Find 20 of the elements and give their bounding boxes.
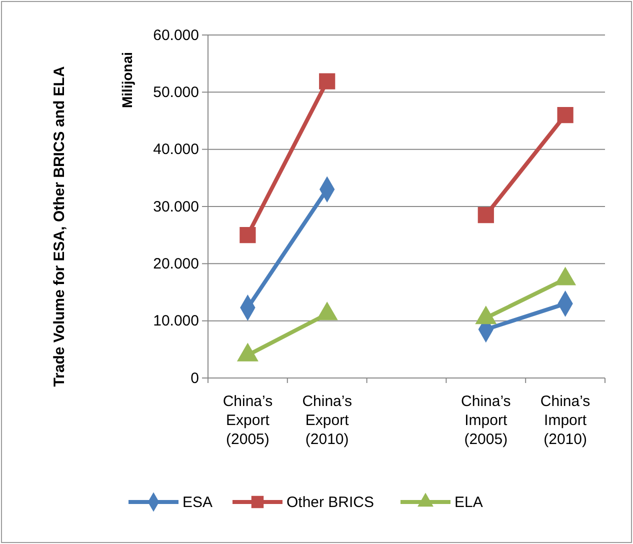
y-tick-label: 30.000 bbox=[153, 198, 199, 216]
y-tick-label: 40.000 bbox=[153, 141, 199, 158]
point bbox=[240, 227, 256, 244]
point bbox=[478, 207, 494, 224]
legend-label: ELA bbox=[454, 494, 483, 511]
x-tick-label: China’s Export (2010) bbox=[302, 393, 352, 448]
legend-label: Other BRICS bbox=[286, 494, 374, 511]
y-tick-label: 50.000 bbox=[153, 84, 199, 101]
legend-label: ESA bbox=[182, 494, 213, 511]
x-tick-label: China’s Import (2005) bbox=[461, 393, 511, 448]
x-tick-label: China’s Import (2010) bbox=[540, 393, 590, 448]
y-tick-label: 20.000 bbox=[153, 255, 199, 272]
y-axis-title: Milijonai bbox=[119, 52, 135, 108]
point bbox=[557, 106, 574, 124]
y-tick-label: 0 bbox=[190, 370, 199, 387]
x-tick-label: China’s Export (2005) bbox=[222, 393, 273, 448]
point bbox=[319, 73, 336, 90]
y-tick-label: 60.000 bbox=[153, 26, 199, 44]
text: Trade Volume for ESA, Other BRICS and ELA bbox=[51, 66, 68, 387]
y-tick-label: 10.000 bbox=[153, 312, 199, 330]
